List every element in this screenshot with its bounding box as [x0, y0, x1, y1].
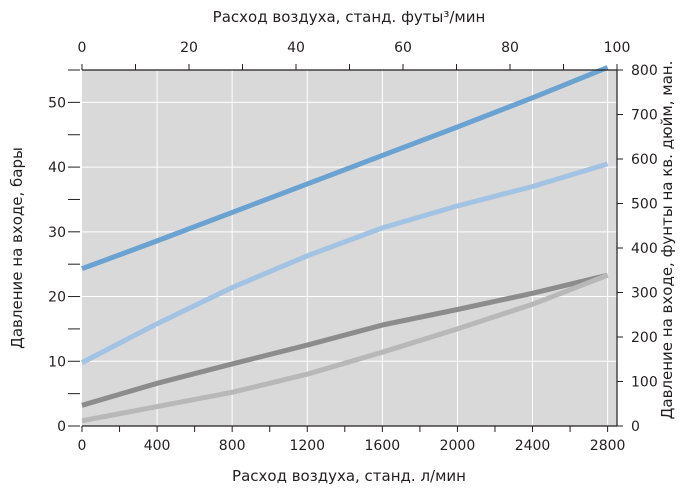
- y-right-tick-label: 700: [631, 108, 658, 124]
- series-line-4: [81, 272, 609, 424]
- series-line-3: [81, 272, 609, 408]
- y-left-tick-label: 10: [48, 354, 66, 370]
- y-left-tick-label: 0: [57, 419, 66, 435]
- y-left-tick-label: 50: [48, 95, 66, 111]
- series-line-2: [80, 161, 609, 365]
- x-top-tick-label: 40: [287, 40, 305, 56]
- y-right-tick-label: 800: [631, 63, 658, 79]
- y-right-tick-label: 500: [631, 197, 658, 213]
- x-bottom-tick-label: 2800: [590, 438, 626, 454]
- x-bottom-tick-label: 1200: [289, 438, 325, 454]
- axes: [68, 64, 623, 432]
- x-axis-title-top: Расход воздуха, станд. футы³/мин: [213, 8, 486, 26]
- x-axis-title-bottom: Расход воздуха, станд. л/мин: [232, 467, 466, 485]
- x-bottom-tick-label: 800: [219, 438, 246, 454]
- x-bottom-tick-label: 0: [78, 438, 87, 454]
- x-bottom-tick-label: 400: [144, 438, 171, 454]
- y-right-tick-label: 0: [631, 419, 640, 435]
- x-top-tick-label: 60: [394, 40, 412, 56]
- grid: [82, 70, 617, 426]
- x-top-tick-label: 0: [78, 40, 87, 56]
- y-axis-title-right: Давление на входе, фунты на кв. дюйм, ма…: [658, 61, 676, 420]
- y-left-tick-label: 20: [48, 290, 66, 306]
- y-right-tick-label: 600: [631, 152, 658, 168]
- y-axis-title-left: Давление на входе, бары: [8, 147, 26, 349]
- x-top-tick-label: 80: [501, 40, 519, 56]
- y-right-tick-label: 300: [631, 286, 658, 302]
- y-right-tick-label: 100: [631, 375, 658, 391]
- x-bottom-tick-label: 2000: [440, 438, 476, 454]
- x-top-tick-label: 20: [180, 40, 198, 56]
- y-left-tick-label: 30: [48, 225, 66, 241]
- series-group: [80, 65, 609, 424]
- y-right-tick-label: 400: [631, 241, 658, 257]
- x-bottom-tick-label: 2400: [515, 438, 551, 454]
- plot-area: [82, 70, 617, 426]
- series-line-1: [81, 65, 609, 272]
- y-right-tick-label: 200: [631, 330, 658, 346]
- x-bottom-tick-label: 1600: [365, 438, 401, 454]
- y-left-tick-label: 40: [48, 160, 66, 176]
- x-top-tick-label: 100: [604, 40, 631, 56]
